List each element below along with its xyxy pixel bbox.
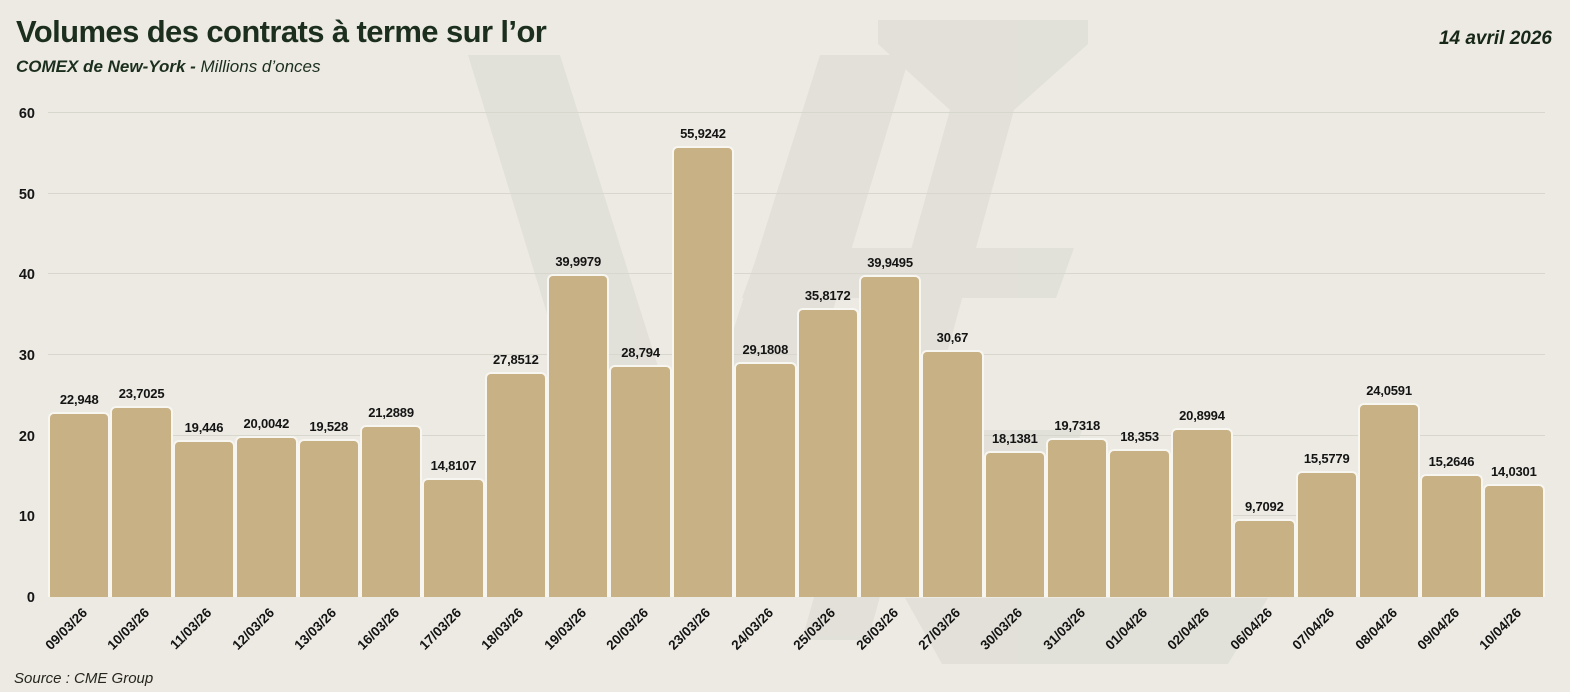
y-tick-label: 0 [26, 590, 35, 606]
bar-value-label: 19,446 [184, 420, 224, 436]
y-tick-label: 10 [18, 509, 35, 526]
bar-value-label: 23,7025 [118, 385, 165, 401]
bar-slot: 19,528 13/03/26 [292, 100, 360, 653]
bar-value-label: 39,9495 [867, 254, 913, 270]
bar [484, 372, 547, 597]
bar-slot: 20,8994 02/04/26 [1165, 100, 1234, 653]
y-tick-label: 60 [18, 106, 35, 122]
bar-value-label: 19,7318 [1054, 417, 1100, 433]
bar-slot: 29,1808 24/03/26 [728, 100, 797, 653]
bar [235, 435, 298, 597]
bar-value-label: 18,1381 [992, 430, 1038, 446]
bar [1357, 402, 1421, 597]
bar [1170, 428, 1234, 597]
bar-value-label: 14,8107 [430, 457, 477, 473]
bar-slot: 14,0301 10/04/26 [1477, 100, 1545, 653]
bar-value-label: 21,2889 [368, 405, 414, 421]
bar [547, 274, 610, 597]
bar-slot: 20,0042 12/03/26 [229, 100, 298, 653]
bar-slot: 55,9242 23/03/26 [666, 100, 735, 653]
bar [796, 308, 859, 597]
bar-value-label: 55,9242 [680, 125, 726, 141]
y-tick-label: 30 [18, 348, 35, 364]
bar-chart: 0 10 20 30 40 50 60 22,948 09/03/26 23,7025 10/03… [19, 100, 1545, 653]
report-date: 14 avril 2026 [1438, 28, 1552, 49]
bar-value-label: 15,5779 [1303, 451, 1350, 467]
bar-value-label: 20,0042 [243, 415, 290, 431]
gridline [48, 273, 1545, 275]
bar [1420, 473, 1483, 597]
bar-value-label: 19,528 [309, 419, 348, 435]
bar-slot: 22,948 09/03/26 [42, 100, 111, 653]
chart-header: Volumes des contrats à terme sur l’or CO… [16, 14, 547, 77]
bar [921, 349, 984, 597]
bar [609, 364, 672, 597]
bar-slot: 15,2646 09/04/26 [1414, 100, 1483, 653]
bar-slot: 19,446 11/03/26 [167, 100, 236, 652]
bar-slot: 28,794 20/03/26 [603, 100, 672, 653]
bar-slot: 23,7025 10/03/26 [104, 100, 173, 653]
bar-slot: 27,8512 18/03/26 [479, 100, 547, 653]
bar-value-label: 20,8994 [1179, 408, 1225, 424]
bar-value-label: 24,0591 [1366, 382, 1412, 398]
bar [359, 425, 423, 597]
bar [172, 440, 236, 597]
gridline [48, 112, 1545, 113]
y-tick-label: 50 [18, 186, 35, 203]
bar-slot: 30,67 27/03/26 [915, 100, 984, 653]
bar-value-label: 22,948 [59, 391, 99, 407]
bar-slot: 14,8107 17/03/26 [416, 100, 485, 653]
page-title: Volumes des contrats à terme sur l’or [16, 14, 547, 49]
bar-slot: 39,9495 26/03/26 [853, 100, 922, 653]
bar [422, 477, 485, 597]
bar [48, 411, 111, 597]
y-tick-label: 20 [18, 428, 35, 445]
bar-value-label: 29,1808 [742, 341, 789, 357]
bar [110, 405, 173, 597]
bar [671, 145, 735, 597]
bar [1295, 471, 1358, 597]
source-note: Source : CME Group [14, 670, 154, 687]
bar-value-label: 28,794 [621, 344, 660, 360]
subtitle-exchange: COMEX de New-York - [16, 57, 196, 76]
subtitle-unit: Millions d’onces [195, 57, 321, 76]
bar-slot: 21,2889 16/03/26 [354, 100, 423, 653]
bar [983, 450, 1046, 597]
bar-slot: 18,353 01/04/26 [1102, 100, 1171, 653]
page-subtitle: COMEX de New-York - Millions d’onces [16, 57, 546, 77]
bars: 22,948 09/03/26 23,7025 10/03/26 19,446 11/03… [42, 100, 1545, 653]
bar [858, 274, 922, 597]
bar [1233, 518, 1296, 597]
bar-slot: 18,1381 30/03/26 [978, 100, 1046, 653]
bar-slot: 24,0591 08/04/26 [1352, 100, 1421, 653]
bar-slot: 15,5779 07/04/26 [1290, 100, 1358, 653]
bar-slot: 39,9979 19/03/26 [541, 100, 610, 653]
bar-value-label: 9,7092 [1245, 498, 1284, 514]
bar-slot: 9,7092 06/04/26 [1227, 100, 1296, 653]
bar-slot: 35,8172 25/03/26 [791, 100, 859, 653]
bar-value-label: 30,67 [936, 329, 969, 345]
bar [1108, 448, 1171, 597]
bar-value-label: 27,8512 [493, 352, 539, 368]
bar-slot: 19,7318 31/03/26 [1040, 100, 1109, 653]
gridline [48, 192, 1545, 194]
y-tick-label: 40 [18, 267, 35, 284]
bar-value-label: 39,9979 [555, 254, 601, 270]
bar-value-label: 14,0301 [1491, 463, 1537, 479]
bar [734, 361, 797, 597]
bar [1482, 483, 1545, 597]
bar-value-label: 18,353 [1120, 428, 1159, 444]
bar-value-label: 15,2646 [1428, 453, 1475, 469]
bar [297, 439, 360, 597]
bar-value-label: 35,8172 [804, 288, 851, 304]
bar [1046, 437, 1109, 597]
